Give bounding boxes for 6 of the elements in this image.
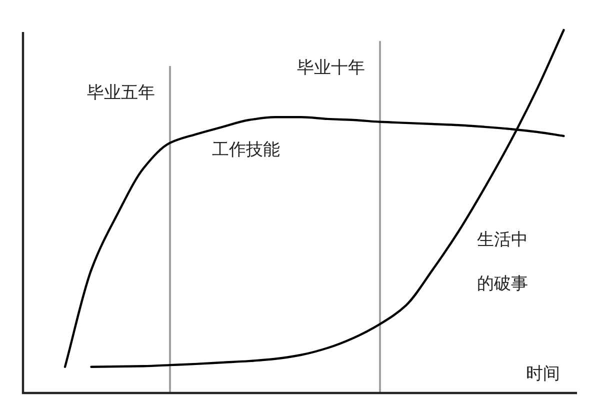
- x-label: 时间: [526, 364, 560, 383]
- annotation: 毕业五年: [87, 83, 155, 102]
- annotation: 毕业十年: [297, 58, 365, 77]
- series-label: 工作技能: [212, 140, 280, 159]
- series-label: 的破事: [477, 274, 528, 293]
- series-label: 生活中: [477, 230, 528, 249]
